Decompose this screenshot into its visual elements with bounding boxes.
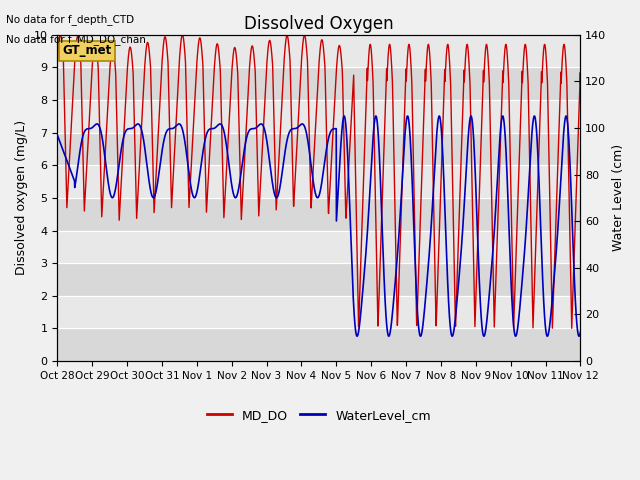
Bar <box>57 35 580 67</box>
Bar <box>57 100 580 132</box>
Legend: MD_DO, WaterLevel_cm: MD_DO, WaterLevel_cm <box>202 404 436 427</box>
Text: GT_met: GT_met <box>63 44 112 57</box>
Title: Dissolved Oxygen: Dissolved Oxygen <box>244 15 394 33</box>
Text: No data for f_MD_DO_chan: No data for f_MD_DO_chan <box>6 34 147 45</box>
Y-axis label: Dissolved oxygen (mg/L): Dissolved oxygen (mg/L) <box>15 120 28 276</box>
Bar <box>57 230 580 263</box>
Bar <box>57 165 580 198</box>
Text: No data for f_depth_CTD: No data for f_depth_CTD <box>6 14 134 25</box>
Bar <box>57 296 580 328</box>
Y-axis label: Water Level (cm): Water Level (cm) <box>612 144 625 252</box>
